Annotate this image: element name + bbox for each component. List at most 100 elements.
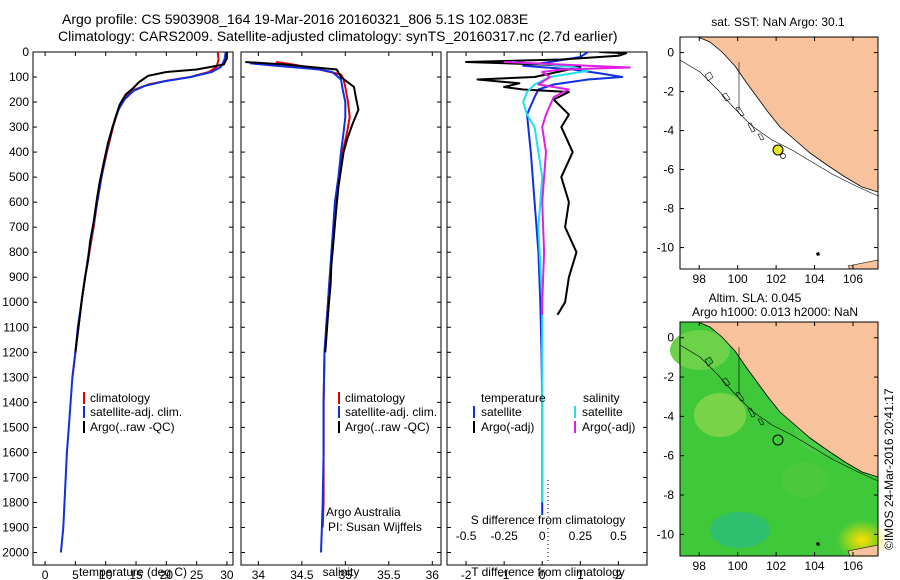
lat-tick-label: -8 [663, 488, 674, 502]
temperature-series [59, 52, 228, 553]
depth-tick-label: 0 [22, 45, 29, 59]
argo-position-marker [772, 144, 784, 156]
x-tick-label: 34.5 [290, 568, 314, 580]
depth-tick-label: 1300 [2, 370, 29, 384]
lon-tick-label: 104 [805, 559, 825, 573]
temperature-x-axis: 0 5 10 15 20 25 30 [42, 52, 234, 580]
sst-map-title: sat. SST: NaN Argo: 30.1 [711, 15, 845, 29]
depth-axis: 0 100 200 300 400 500 600 700 800 900 1000 1100 1200… [2, 45, 233, 559]
lon-tick-label: 104 [805, 272, 825, 286]
x-tick-label: -2 [461, 568, 472, 580]
salinity-series [245, 61, 360, 553]
lat-tick-label: -10 [657, 241, 675, 255]
temperature-xlabel: temperature (deg C) [79, 565, 187, 579]
lat-tick-label: -4 [663, 124, 674, 138]
s-tick-label: -0.25 [490, 529, 518, 543]
series-line-satellite-s- [511, 61, 589, 503]
figure-title-line1: Argo profile: CS 5903908_164 19-Mar-2016… [62, 11, 529, 27]
bathymetry-contour [679, 59, 879, 197]
island-near-float [780, 153, 786, 159]
depth-tick-label: 1900 [2, 520, 29, 534]
salinity-xlabel: salinity [323, 565, 360, 579]
depth-tick-label: 1700 [2, 470, 29, 484]
s-difference-xlabel: S difference from climatology [471, 513, 626, 527]
lat-tick-label: -6 [663, 449, 674, 463]
series-line-argo-adj-t- [465, 52, 627, 316]
legend-label-climatology: climatology [345, 391, 405, 405]
depth-tick-label: 200 [9, 95, 29, 109]
lon-tick-label: 98 [693, 559, 707, 573]
x-tick-label: 10 [99, 568, 113, 580]
s-tick-label: 0.5 [610, 529, 627, 543]
series-line-satellite-adj-clim- [249, 62, 347, 553]
difference-legend: temperature salinity satellite Argo(-adj… [473, 391, 635, 434]
lon-tick-label: 100 [728, 272, 748, 286]
x-tick-label: 20 [160, 568, 174, 580]
x-tick-label: 2 [615, 568, 622, 580]
depth-tick-label: 100 [9, 70, 29, 84]
legend-label-sat-temp: satellite [481, 405, 522, 419]
depth-tick-label: 1200 [2, 345, 29, 359]
x-tick-label: 35 [339, 568, 353, 580]
x-tick-label: 25 [190, 568, 204, 580]
lat-tick-label: -6 [663, 163, 674, 177]
lat-tick-label: -2 [663, 85, 674, 99]
lon-tick-label: 100 [728, 559, 748, 573]
x-tick-label: 36 [426, 568, 440, 580]
lon-tick-label: 102 [766, 559, 786, 573]
pi-label: PI: Susan Wijffels [328, 520, 422, 534]
salinity-plot-frame [240, 51, 442, 566]
depth-tick-label: 400 [9, 145, 29, 159]
sst-map-axes: 98 100 102 104 106 0 -2 -4 -6 -8 -10 [657, 37, 878, 286]
x-tick-label: 35.5 [377, 568, 401, 580]
sla-map-frame [679, 321, 879, 557]
x-tick-label: 1 [577, 568, 584, 580]
lat-tick-label: -2 [663, 370, 674, 384]
argo-position-marker [772, 434, 784, 446]
temperature-panel: 0100200300400500600700800900100011001200… [2, 45, 234, 580]
sla-blob [781, 462, 829, 498]
temperature-legend: climatology satellite-adj. clim. Argo(..… [83, 391, 182, 434]
lat-tick-label: -4 [663, 409, 674, 423]
x-tick-label: 0 [539, 568, 546, 580]
imos-credit: ©IMOS 24-Mar-2016 20:41:17 [882, 388, 896, 550]
depth-tick-label: 2000 [2, 545, 29, 559]
legend-label-climatology: climatology [90, 391, 150, 405]
lon-tick-label: 106 [843, 559, 863, 573]
lat-tick-label: -8 [663, 202, 674, 216]
x-tick-label: 5 [72, 568, 79, 580]
depth-tick-label: 1800 [2, 495, 29, 509]
depth-tick-label: 300 [9, 120, 29, 134]
sla-map-title-line2: Argo h1000: 0.013 h2000: NaN [692, 305, 858, 319]
series-line-argo-raw-qc- [245, 61, 360, 353]
sumatra-land [680, 36, 879, 193]
s-difference-scale: -0.5 -0.25 0 0.25 0.5 [456, 529, 627, 543]
mentawai-islands [704, 356, 765, 426]
salinity-depth-ticks [241, 51, 441, 553]
legend-label-argo-temp: Argo(-adj) [481, 420, 534, 434]
sla-map: Altim. SLA: 0.045 Argo h1000: 0.013 h200… [657, 291, 888, 573]
depth-tick-label: 1100 [3, 320, 29, 334]
lon-tick-label: 106 [843, 272, 863, 286]
sla-blob [670, 330, 730, 370]
depth-tick-label: 800 [9, 245, 29, 259]
sla-map-title-line1: Altim. SLA: 0.045 [709, 291, 802, 305]
depth-tick-label: 1000 [2, 295, 29, 309]
sst-map: sat. SST: NaN Argo: 30.1 98 100 102 104 106 0… [657, 15, 879, 286]
difference-x-axis: -2 -1 0 1 2 [461, 52, 622, 580]
bathymetry-contour [679, 344, 879, 482]
legend-title-salinity: salinity [583, 391, 620, 405]
legend-label-argo-sal: Argo(-adj) [582, 420, 635, 434]
difference-depth-ticks [447, 51, 647, 553]
small-island [816, 252, 820, 256]
x-tick-label: 0 [42, 568, 49, 580]
legend-label-satellite: satellite-adj. clim. [90, 405, 182, 419]
difference-plot-frame [446, 51, 648, 566]
argo-australia-label: Argo Australia [326, 505, 401, 519]
depth-tick-label: 700 [9, 220, 29, 234]
depth-tick-label: 1600 [2, 445, 29, 459]
salinity-legend: climatology satellite-adj. clim. Argo(..… [338, 391, 437, 434]
series-line-argo-raw-qc- [74, 52, 228, 353]
legend-label-satellite: satellite-adj. clim. [345, 405, 437, 419]
depth-tick-label: 1400 [2, 395, 29, 409]
